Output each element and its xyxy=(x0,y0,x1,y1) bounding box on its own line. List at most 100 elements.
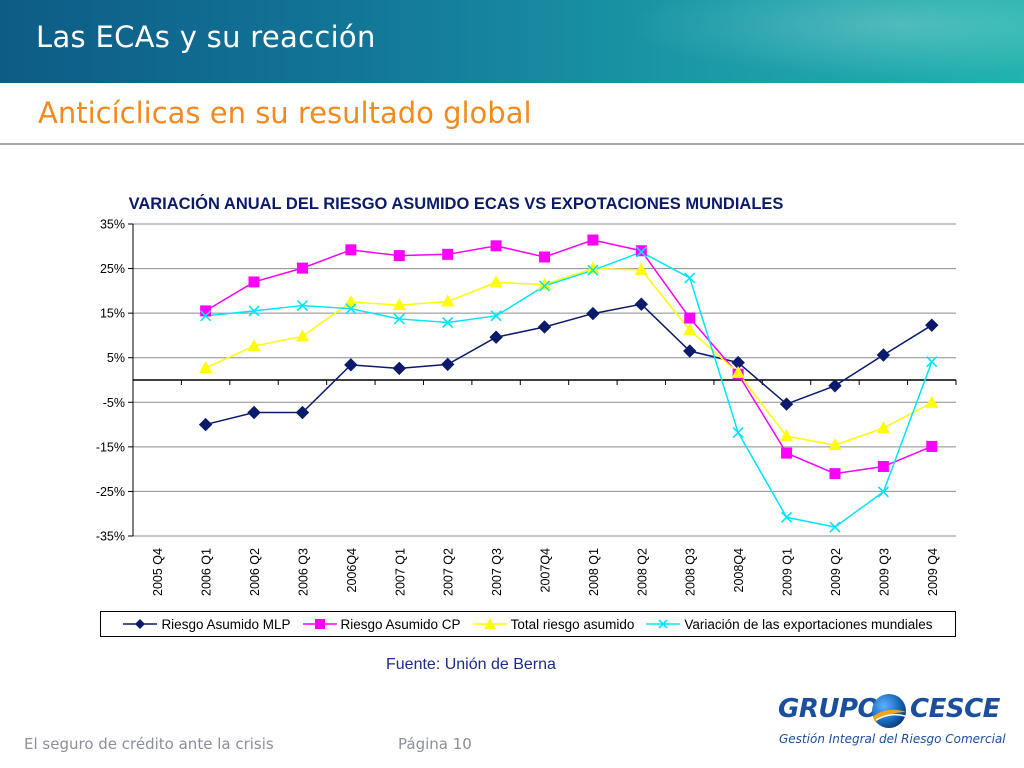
series-1-point xyxy=(489,330,503,344)
series-line-4 xyxy=(205,251,933,528)
x-tick-label: 2009 Q1 xyxy=(781,548,795,596)
series-3-point xyxy=(247,339,261,352)
series-2-point xyxy=(587,234,599,246)
series-3-point xyxy=(199,360,213,373)
series-2-point xyxy=(490,240,502,252)
series-1-point xyxy=(198,417,213,432)
x-tick-label: 2006 Q2 xyxy=(248,548,262,596)
legend-swatch-1 xyxy=(123,619,158,629)
series-2-point xyxy=(829,468,841,480)
series-1-point xyxy=(586,306,600,321)
series-3-point xyxy=(634,262,648,275)
series-2-point xyxy=(393,250,405,262)
series-4-point xyxy=(490,310,502,322)
legend-label-2: Riesgo Asumido CP xyxy=(340,616,461,632)
series-2-point xyxy=(296,262,308,274)
chart-legend: Riesgo Asumido MLP Riesgo Asumido CP Total… xyxy=(100,611,956,637)
footer-text: El seguro de crédito ante la crisis xyxy=(24,735,274,753)
series-4-point xyxy=(877,486,889,498)
series-3-point xyxy=(295,329,309,342)
series-1-point xyxy=(634,297,649,311)
logo-word-grupo: GRUPO xyxy=(778,694,880,724)
series-2-point xyxy=(877,460,889,472)
header-shine xyxy=(604,0,1024,83)
series-line-3 xyxy=(205,267,933,446)
series-4-point xyxy=(926,356,938,368)
legend-label-4: Variación de las exportaciones mundiales xyxy=(684,616,933,632)
x-tick-label: 2006 Q1 xyxy=(200,548,214,596)
logo-tagline: Gestión Integral del Riesgo Comercial xyxy=(779,732,1006,746)
series-3-point xyxy=(344,295,358,307)
y-tick-label: 25% xyxy=(100,262,125,276)
logo-word-cesce: CESCE xyxy=(910,694,1000,724)
series-4-point xyxy=(248,305,260,317)
legend-label-3: Total riesgo asumido xyxy=(510,616,635,632)
header-divider xyxy=(0,143,1024,145)
series-3-point xyxy=(683,323,697,336)
slide-subtitle: Anticíclicas en su resultado global xyxy=(38,96,532,130)
legend-item-1: Riesgo Asumido MLP xyxy=(123,616,291,632)
x-tick-label: 2006Q4 xyxy=(345,548,359,593)
series-1-point xyxy=(295,405,310,420)
x-tick-label: 2009 Q4 xyxy=(926,548,940,596)
y-tick-label: 5% xyxy=(107,351,125,365)
x-tick-label: 2007 Q1 xyxy=(393,548,407,596)
series-4-point xyxy=(780,511,793,523)
x-tick-label: 2008Q4 xyxy=(732,548,746,593)
x-tick-label: 2009 Q3 xyxy=(877,548,891,596)
series-1-point xyxy=(876,348,891,362)
series-3-point xyxy=(925,395,939,408)
series-4-point xyxy=(538,280,551,292)
series-1-point xyxy=(247,405,261,420)
y-tick-label: -25% xyxy=(96,485,125,499)
chart-title: VARIACIÓN ANUAL DEL RIESGO ASUMIDO ECAS … xyxy=(128,195,784,213)
x-tick-label: 2007 Q3 xyxy=(490,548,504,596)
slide-title: Las ECAs y su reacción xyxy=(36,20,376,54)
series-3-point xyxy=(828,438,842,451)
series-4-point xyxy=(442,316,454,329)
y-tick-label: 15% xyxy=(100,307,125,321)
series-1-point xyxy=(828,379,842,393)
legend-item-2: Riesgo Asumido CP xyxy=(302,616,461,632)
series-2-point xyxy=(248,276,260,288)
series-1-point xyxy=(537,320,552,334)
series-2-point xyxy=(926,440,938,452)
series-2-point xyxy=(539,251,550,263)
y-tick-label: -15% xyxy=(96,440,125,454)
x-tick-label: 2005 Q4 xyxy=(151,548,165,596)
x-tick-label: 2008 Q2 xyxy=(635,548,649,596)
x-tick-label: 2007 Q2 xyxy=(442,548,456,596)
legend-item-3: Total riesgo asumido xyxy=(472,616,635,632)
series-3-point xyxy=(489,275,503,288)
series-2-point xyxy=(200,305,212,317)
series-4-point xyxy=(393,313,405,325)
series-4-point xyxy=(587,264,599,276)
series-1-point xyxy=(683,344,697,358)
legend-label-1: Riesgo Asumido MLP xyxy=(161,616,291,632)
series-4-point xyxy=(296,300,309,312)
series-2-point xyxy=(345,244,357,256)
globe-icon xyxy=(872,694,906,728)
series-1-point xyxy=(925,318,939,332)
source-note: Fuente: Unión de Berna xyxy=(386,656,556,673)
series-4-point xyxy=(200,310,212,322)
series-2-point xyxy=(442,248,454,260)
legend-swatch-4 xyxy=(646,619,681,629)
series-1-point xyxy=(392,361,406,376)
legend-swatch-3 xyxy=(472,618,507,629)
legend-item-4: Variación de las exportaciones mundiales xyxy=(646,616,933,632)
series-3-point xyxy=(538,277,551,290)
series-3-point xyxy=(876,421,890,434)
cesce-logo: GRUPO CESCE Gestión Integral del Riesgo … xyxy=(776,692,1006,752)
x-tick-label: 2008 Q1 xyxy=(587,548,601,596)
y-tick-label: 35% xyxy=(100,218,125,232)
series-1-point xyxy=(440,357,455,372)
series-4-point xyxy=(345,303,357,315)
legend-swatch-2 xyxy=(302,619,337,629)
series-3-point xyxy=(731,365,745,378)
series-4-point xyxy=(732,427,744,439)
series-2-point xyxy=(635,245,647,257)
x-tick-label: 2009 Q2 xyxy=(829,548,843,596)
x-tick-label: 2007Q4 xyxy=(539,548,553,593)
